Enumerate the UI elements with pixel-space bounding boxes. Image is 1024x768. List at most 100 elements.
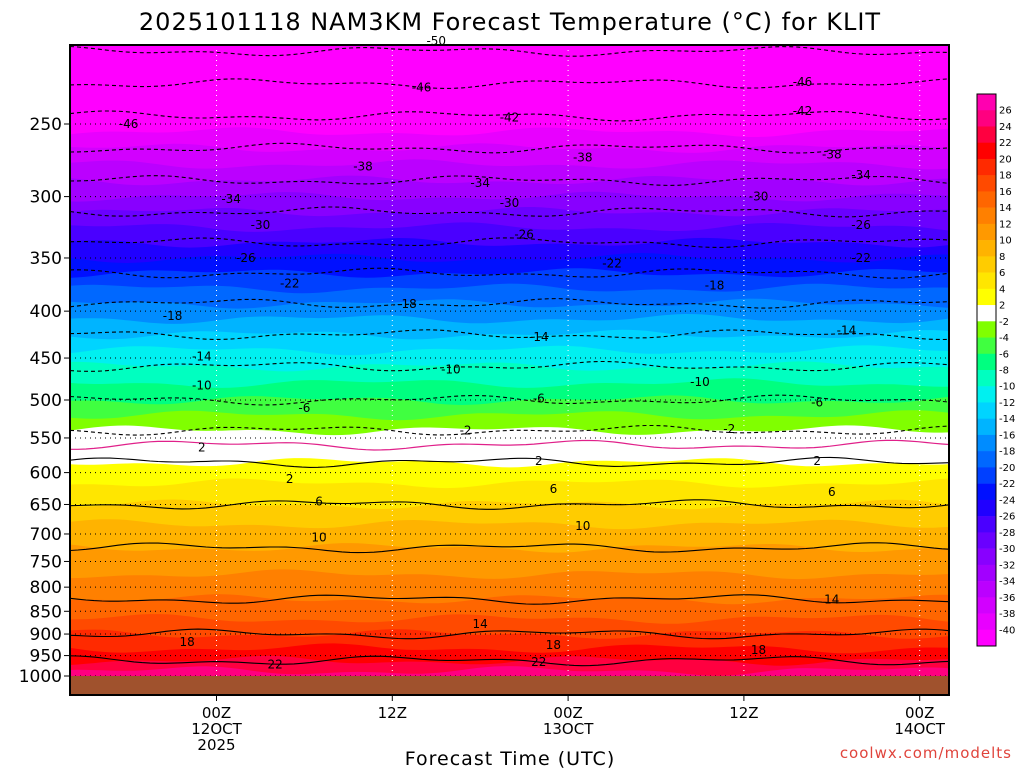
colorbar-swatch xyxy=(977,564,996,582)
freezing-line xyxy=(70,439,949,451)
contour-line xyxy=(70,360,949,372)
contour-line xyxy=(70,594,949,605)
colorbar-swatch xyxy=(977,288,996,306)
y-tick-label: 600 xyxy=(30,464,62,484)
colorbar-swatch xyxy=(977,581,996,598)
contour-label: 14 xyxy=(824,592,839,606)
y-tick-label: 850 xyxy=(30,602,62,622)
colorbar-swatch xyxy=(977,483,996,501)
contour-label: -26 xyxy=(514,228,534,242)
contour-label: -26 xyxy=(236,251,256,265)
colorbar-tick-label: 10 xyxy=(999,236,1012,247)
contour-line xyxy=(70,206,949,218)
colorbar-tick-label: -6 xyxy=(999,349,1009,360)
contour-label: -14 xyxy=(529,330,549,344)
colorbar-tick-label: -22 xyxy=(999,479,1015,490)
colorbar-tick-label: 4 xyxy=(999,284,1005,295)
colorbar-tick-label: -38 xyxy=(999,609,1015,620)
colorbar-swatch xyxy=(977,191,996,208)
contour-label: 2 xyxy=(198,440,206,454)
credit-link[interactable]: coolwx.com/modelts xyxy=(840,744,1012,762)
colorbar-swatch xyxy=(977,597,996,614)
colorbar-tick-label: -16 xyxy=(999,430,1015,441)
y-tick-label: 650 xyxy=(30,495,62,515)
colorbar-tick-label: -20 xyxy=(999,463,1015,474)
contour-line xyxy=(70,237,949,249)
contour-label: 10 xyxy=(575,519,590,533)
contour-label: -10 xyxy=(192,378,212,392)
contour-label: -34 xyxy=(470,176,490,190)
contour-label: 6 xyxy=(828,485,836,499)
colorbar-tick-label: -18 xyxy=(999,447,1015,458)
colorbar-swatch xyxy=(977,418,996,436)
colorbar-tick-label: -34 xyxy=(999,577,1015,588)
contour-label: -30 xyxy=(251,218,271,232)
contour-label: -10 xyxy=(690,375,710,389)
temperature-bands xyxy=(70,45,949,695)
contour-label: -26 xyxy=(851,218,871,232)
colorbar-swatch xyxy=(977,94,996,111)
contour-line xyxy=(70,628,949,640)
colorbar-swatch xyxy=(977,305,996,322)
contour-line xyxy=(70,298,949,309)
contour-label: 22 xyxy=(267,658,282,672)
contour-label: 6 xyxy=(315,494,323,508)
contour-line xyxy=(70,394,949,406)
contour-label: -46 xyxy=(119,117,139,131)
x-tick-label: 2025 xyxy=(197,736,235,754)
colorbar-tick-label: -24 xyxy=(999,495,1015,506)
colorbar-tick-label: 24 xyxy=(999,122,1012,133)
contour-line xyxy=(70,45,949,57)
contour-line xyxy=(70,499,949,510)
colorbar-swatch xyxy=(977,175,996,192)
plot-area xyxy=(70,45,949,695)
colorbar-tick-label: -30 xyxy=(999,544,1015,555)
colorbar-tick-label: 8 xyxy=(999,252,1005,263)
colorbar-swatch xyxy=(977,499,996,517)
y-tick-label: 950 xyxy=(30,647,62,667)
colorbar-swatch xyxy=(977,126,996,144)
x-tick-label: 00Z xyxy=(202,704,231,722)
x-axis-label: Forecast Time (UTC) xyxy=(405,748,615,768)
x-tick-label: 00Z xyxy=(905,704,934,722)
x-tick-label: 12OCT xyxy=(191,720,242,738)
x-tick-label: 14OCT xyxy=(894,720,945,738)
colorbar-swatch xyxy=(977,142,996,160)
contour-label: -34 xyxy=(221,192,241,206)
contour-label: 2 xyxy=(286,472,294,486)
y-tick-label: 400 xyxy=(30,302,62,322)
y-tick-label: 500 xyxy=(30,391,62,411)
contour-label: -38 xyxy=(822,148,842,162)
y-tick-label: 1000 xyxy=(19,667,62,687)
contour-label: -30 xyxy=(749,190,769,204)
temperature-contours xyxy=(70,45,949,667)
colorbar-tick-label: -26 xyxy=(999,512,1015,523)
colorbar-tick-label: -40 xyxy=(999,625,1015,636)
ground-surface xyxy=(70,676,949,695)
colorbar-tick-label: 14 xyxy=(999,203,1012,214)
contour-label: -38 xyxy=(573,151,593,165)
colorbar-swatch xyxy=(977,451,996,468)
x-tick-label: 12Z xyxy=(729,704,758,722)
contour-label: 18 xyxy=(751,643,766,657)
colorbar-tick-label: -10 xyxy=(999,382,1015,393)
colorbar-swatch xyxy=(977,353,996,371)
colorbar-swatch xyxy=(977,613,996,631)
colorbar-swatch xyxy=(977,386,996,403)
colorbar-tick-label: 12 xyxy=(999,219,1012,230)
y-tick-label: 450 xyxy=(30,349,62,369)
contour-line xyxy=(70,142,949,154)
colorbar-swatch xyxy=(977,629,996,647)
colorbar-tick-label: -4 xyxy=(999,333,1009,344)
colorbar-swatch xyxy=(977,321,996,338)
y-tick-label: 750 xyxy=(30,552,62,572)
colorbar-frame xyxy=(976,93,997,647)
contour-label: -46 xyxy=(412,80,432,94)
y-axis-pressure: 250 300 350 400 450 500 550 600 650 700 750 800 850 9… xyxy=(19,115,70,687)
colorbar-swatch xyxy=(977,548,996,566)
contour-line xyxy=(70,655,949,667)
y-tick-label: 300 xyxy=(30,188,62,208)
colorbar-swatch xyxy=(977,516,996,533)
y-tick-label: 900 xyxy=(30,625,62,645)
